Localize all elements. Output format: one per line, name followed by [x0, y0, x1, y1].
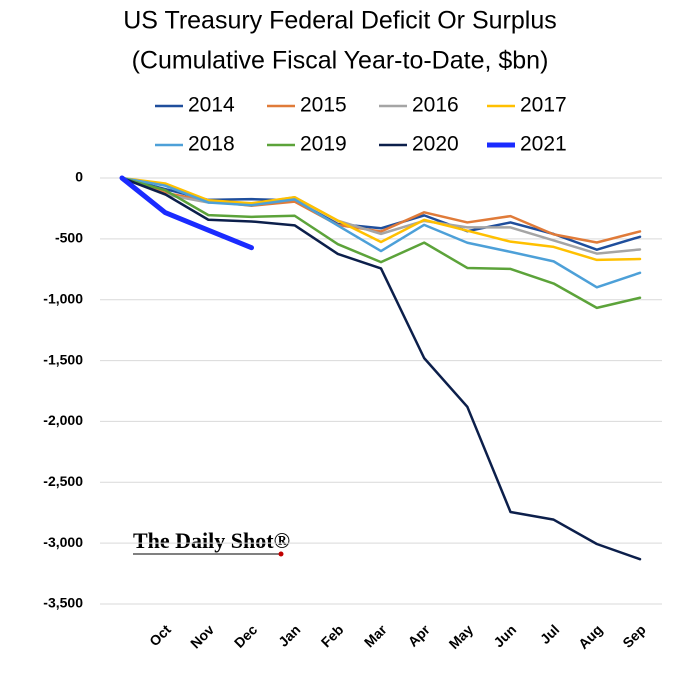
y-tick-label: -2,000	[43, 412, 83, 428]
x-tick-label: Jun	[490, 621, 519, 650]
y-tick-label: -1,500	[43, 351, 83, 367]
legend-label: 2019	[300, 133, 347, 156]
x-tick-label: Mar	[361, 621, 390, 650]
legend-label: 2014	[188, 94, 235, 117]
x-tick-label: Feb	[318, 621, 347, 650]
chart-subtitle: (Cumulative Fiscal Year-to-Date, $bn)	[132, 47, 549, 75]
series-line	[120, 176, 642, 310]
y-tick-label: -1,000	[43, 290, 83, 306]
chart-title: US Treasury Federal Deficit Or Surplus	[123, 7, 556, 35]
x-tick-label: Sep	[619, 621, 648, 650]
y-tick-label: 0	[75, 169, 83, 185]
legend-label: 2020	[412, 133, 459, 156]
y-tick-label: -2,500	[43, 473, 83, 489]
watermark-dot	[278, 551, 284, 557]
y-tick-label: -3,000	[43, 534, 83, 550]
x-tick-label: Jul	[537, 621, 563, 647]
series-line	[120, 176, 642, 289]
x-tick-label: Aug	[575, 621, 606, 652]
series-line	[120, 176, 642, 561]
x-tick-label: Nov	[187, 621, 217, 651]
legend-label: 2021	[520, 133, 567, 156]
y-tick-label: -3,500	[43, 595, 83, 611]
legend-label: 2015	[300, 94, 347, 117]
x-tick-label: Oct	[146, 621, 174, 649]
x-tick-label: Apr	[405, 621, 434, 650]
series-line	[120, 176, 642, 262]
x-tick-label: May	[446, 621, 477, 652]
legend-label: 2018	[188, 133, 235, 156]
legend-label: 2017	[520, 94, 567, 117]
y-tick-label: -500	[55, 230, 83, 246]
watermark: The Daily Shot®	[133, 528, 290, 553]
legend-label: 2016	[412, 94, 459, 117]
x-tick-label: Dec	[231, 621, 261, 651]
series-line	[119, 175, 254, 251]
x-tick-label: Jan	[275, 621, 303, 649]
